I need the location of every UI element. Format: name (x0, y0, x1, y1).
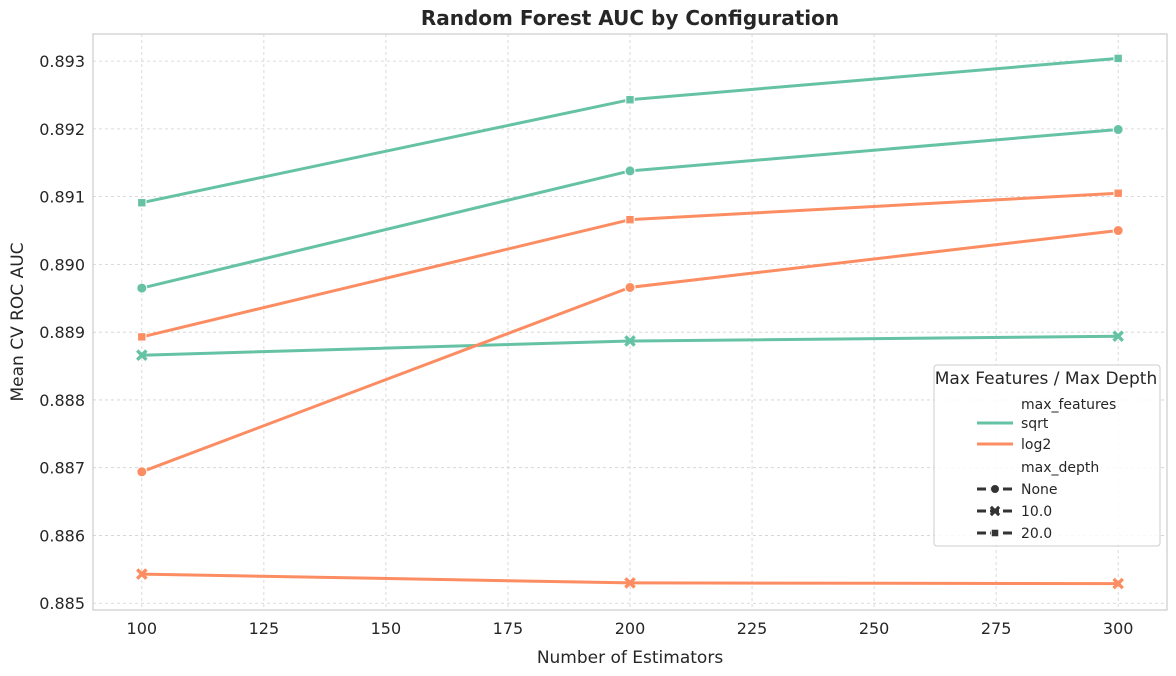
legend-entry-log2: log2 (1021, 437, 1051, 453)
legend-marker-circle (990, 484, 1000, 494)
data-point (1112, 225, 1124, 237)
x-axis-ticks: 100 125 150 175 200 225 250 275 300 (127, 619, 1134, 638)
data-point (1113, 188, 1123, 198)
series-sqrt-depth-None (136, 124, 1124, 294)
x-tick-label: 100 (127, 619, 158, 638)
legend-marker-square (990, 528, 1000, 538)
legend-entry-depth-None: None (1021, 482, 1058, 498)
legend-title: Max Features / Max Depth (935, 369, 1158, 389)
x-axis-label: Number of Estimators (537, 648, 724, 668)
y-tick-label: 0.892 (39, 120, 85, 139)
legend-entry-depth-10.0: 10.0 (1021, 504, 1052, 520)
data-point (137, 332, 147, 342)
series-sqrt-depth-10.0 (136, 330, 1124, 362)
data-point (1113, 53, 1123, 64)
legend: Max Features / Max Depth max_featuressqr… (933, 364, 1161, 547)
y-axis-label: Mean CV ROC AUC (8, 242, 28, 401)
y-tick-label: 0.893 (39, 52, 85, 71)
chart-title: Random Forest AUC by Configuration (421, 6, 839, 30)
series-sqrt-depth-20.0 (137, 53, 1123, 208)
y-tick-label: 0.890 (39, 255, 85, 274)
data-point (624, 165, 636, 177)
x-tick-label: 275 (981, 619, 1012, 638)
data-point (1112, 577, 1124, 590)
data-point (137, 198, 147, 208)
y-tick-label: 0.889 (39, 323, 85, 342)
data-point (625, 95, 635, 105)
data-point (136, 568, 148, 580)
data-point (136, 282, 148, 294)
data-point (1112, 124, 1124, 136)
y-axis-ticks: 0.885 0.886 0.887 0.888 0.889 0.890 0.891 0.892… (39, 52, 85, 613)
x-tick-label: 250 (859, 619, 890, 638)
y-tick-label: 0.891 (39, 188, 85, 207)
series-log2-depth-10.0 (136, 568, 1124, 590)
y-tick-label: 0.887 (39, 459, 85, 478)
x-tick-label: 175 (493, 619, 524, 638)
legend-style-header: max_depth (1021, 460, 1099, 476)
data-point (624, 577, 636, 589)
data-point (624, 281, 636, 293)
legend-entry-depth-20.0: 20.0 (1021, 526, 1052, 542)
x-tick-label: 225 (737, 619, 768, 638)
series-log2-depth-20.0 (137, 188, 1123, 342)
legend-hue-header: max_features (1021, 397, 1116, 413)
y-tick-label: 0.888 (39, 391, 85, 410)
data-point (136, 466, 148, 478)
data-point (625, 214, 635, 225)
series-log2-depth-None (136, 225, 1124, 478)
x-tick-label: 150 (371, 619, 402, 638)
data-point (136, 349, 148, 362)
legend-box (933, 364, 1161, 547)
series-lines (136, 53, 1124, 590)
data-point (1112, 330, 1124, 343)
x-tick-label: 200 (615, 619, 646, 638)
legend-entry-sqrt: sqrt (1021, 416, 1049, 432)
legend-marker-x (989, 505, 1001, 517)
x-tick-label: 300 (1103, 619, 1134, 638)
x-tick-label: 125 (249, 619, 280, 638)
y-tick-label: 0.886 (39, 526, 85, 545)
data-point (624, 335, 636, 347)
plot-area-frame (92, 33, 1168, 611)
y-tick-label: 0.885 (39, 594, 85, 613)
